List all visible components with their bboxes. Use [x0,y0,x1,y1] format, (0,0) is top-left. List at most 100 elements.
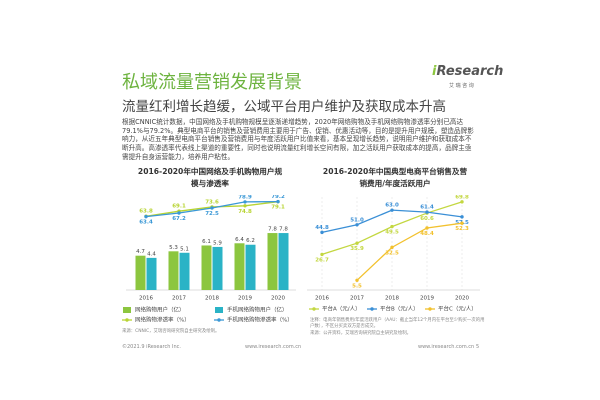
bar [245,244,256,290]
source: 来源：CNNIC，艾瑞咨询研究院自主研究及绘制。 [122,329,220,334]
data-label: 4.7 [136,249,145,255]
point [355,241,359,245]
copyright: ©2021.9 iResearch Inc. [122,344,181,350]
logo: iResearch [432,64,504,79]
legend-swatch [312,307,316,311]
point [425,210,429,214]
data-label: 67.2 [172,216,186,222]
data-label: 60.6 [420,216,434,222]
bar [212,246,223,290]
point [390,208,394,212]
data-label: 5.5 [352,283,362,289]
point [425,226,429,230]
x-tick-label: 2020 [271,296,285,302]
bar [267,233,278,290]
point [460,221,464,225]
point [276,199,280,204]
data-label: 51.0 [350,217,364,223]
data-label: 5.1 [180,246,189,252]
page-title: 私域流量营销发展背景 [122,72,302,93]
data-label: 63.8 [139,209,153,215]
data-label: 7.8 [268,227,277,233]
bar [146,257,157,290]
data-label: 5.9 [213,240,222,246]
data-label: 63.0 [385,203,399,209]
data-label: 35.9 [350,246,364,252]
data-label: 49.5 [385,230,399,236]
x-tick-label: 2018 [205,296,219,302]
line [356,222,463,281]
data-label: 52.3 [455,226,469,232]
chart-title: 2016-2020年中国网络及手机购物用户规模与渗透率 [137,167,283,188]
legend-label: 网络购物用户（亿） [135,306,185,314]
point [390,245,394,250]
data-label: 44.8 [315,225,329,231]
legend-label: 平台B（元/人） [380,305,419,313]
data-label: 63.4 [139,220,153,226]
point [177,211,181,215]
bar [179,252,190,290]
data-label: 69.1 [172,204,186,210]
data-label: 69.8 [455,195,469,200]
page-subtitle: 流量红利增长趋缓，公域平台用户维护及获取成本升高 [122,99,446,115]
legend-swatch [123,307,131,313]
point [243,200,247,204]
point [320,230,324,235]
bar [234,243,245,290]
x-tick-label: 2017 [350,296,364,302]
chart: 2016 2017 2018 2019 2020 4.7 5.3 6.1 6.4 7.8 4.4 5.… [122,195,296,324]
data-label: 78.9 [238,195,252,200]
data-label: 73.6 [205,199,219,205]
x-tick-label: 2018 [385,296,399,302]
data-label: 48.4 [420,231,434,237]
x-tick-label: 2020 [455,296,469,302]
legend-label: 网络购物渗透率（%） [135,316,190,324]
point [390,224,394,229]
point [320,252,324,257]
note: 注释：电商年销售费用/年度活跃用户（AAU：截止当年12个月内在平台至少购买一次… [310,318,485,329]
legend-swatch [370,307,374,311]
legend-swatch [217,318,221,322]
x-tick-label: 2016 [139,296,153,302]
bar [135,255,146,290]
legend-label: 手机网络购物渗透率（%） [227,316,293,324]
data-label: 74.8 [238,209,252,215]
source: 来源：公开资料，艾瑞咨询研究院自主研究及绘制。 [310,331,411,336]
x-tick-label: 2017 [172,296,186,302]
x-tick-label: 2019 [420,296,434,302]
legend-label: 平台A（元/人） [322,305,361,313]
bar [168,251,179,290]
legend-swatch [428,307,432,311]
data-label: 26.7 [315,257,329,263]
url: www.iresearch.com.cn [418,344,475,350]
point [355,278,359,282]
point [460,215,464,219]
bar [201,245,212,290]
data-label: 79.2 [271,195,285,200]
x-tick-label: 2019 [238,296,252,302]
legend-label: 平台C（元/人） [438,305,477,313]
chart-title: 2016-2020年中国典型电商平台销售及营销费用/年度活跃用户 [322,167,468,188]
point [210,206,214,210]
page-number: 5 [476,344,480,350]
point [144,214,148,219]
data-label: 72.5 [205,211,219,217]
data-label: 7.8 [279,227,288,233]
legend-label: 手机网络购物用户（亿） [227,306,288,314]
chart: 2016 2017 2018 2019 2020 26.7 35.9 49.5 60.6 69.8… [307,195,480,313]
bar [278,233,289,290]
data-label: 6.2 [246,238,255,244]
point [355,223,359,227]
data-label: 4.4 [147,251,156,257]
url: www.iresearch.com.cn [245,344,302,350]
legend-swatch [215,307,223,313]
point [243,204,247,208]
x-tick-label: 2016 [315,296,329,302]
data-label: 79.1 [271,205,285,211]
legend-swatch [125,318,129,322]
data-label: 5.3 [169,245,178,251]
data-label: 6.1 [202,239,211,245]
data-label: 6.4 [235,237,244,243]
data-label: 32.5 [385,250,399,256]
